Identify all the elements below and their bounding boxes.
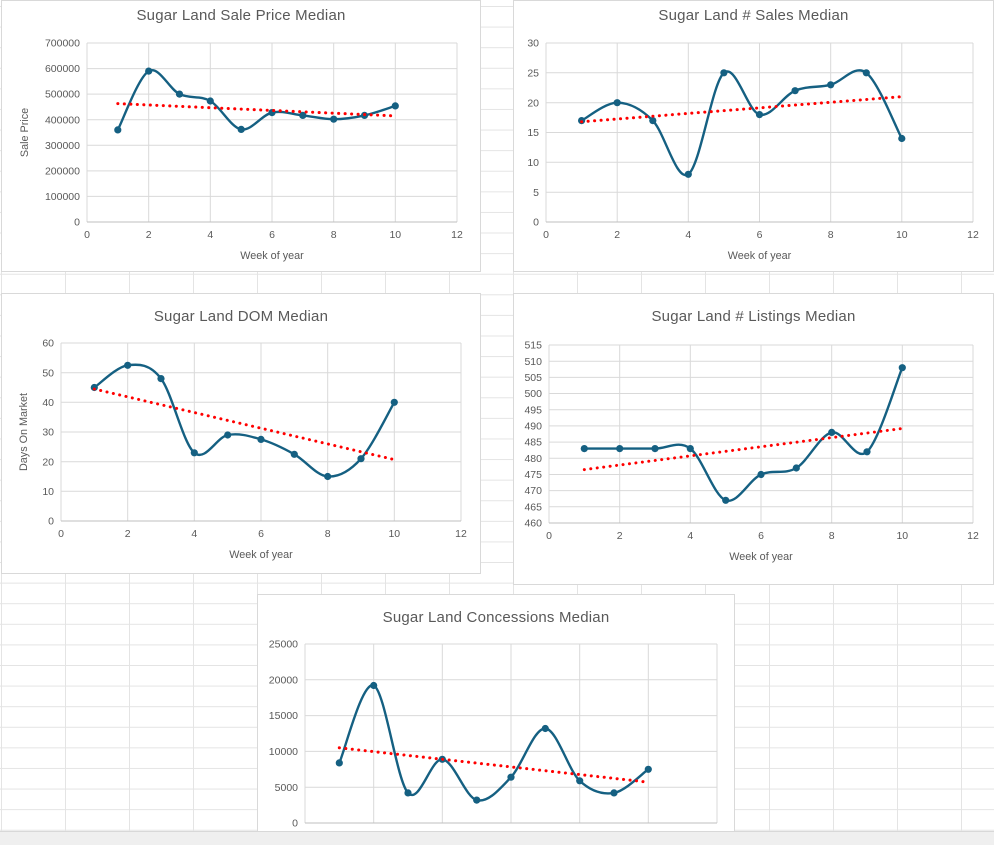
svg-text:0: 0 <box>546 530 552 542</box>
svg-text:12: 12 <box>967 229 979 241</box>
svg-text:8: 8 <box>331 229 337 241</box>
svg-text:600000: 600000 <box>45 63 80 75</box>
svg-text:100000: 100000 <box>45 191 80 203</box>
svg-text:5: 5 <box>533 187 539 199</box>
svg-text:10: 10 <box>388 528 400 540</box>
svg-text:25000: 25000 <box>269 639 298 651</box>
chart-plot-area: 460 465 470 475 480 485 490 495 500 505 510 515 0 2 4 6… <box>524 340 979 563</box>
svg-text:12: 12 <box>455 528 467 540</box>
svg-text:4: 4 <box>685 229 691 241</box>
svg-text:0: 0 <box>84 229 90 241</box>
svg-text:465: 465 <box>524 501 542 513</box>
svg-text:2: 2 <box>617 530 623 542</box>
svg-text:Week of year: Week of year <box>728 250 792 262</box>
chart-title: Sugar Land Concessions Median <box>382 609 610 626</box>
chart-concessions-median[interactable]: Sugar Land Concessions Median 0 5000 10000… <box>257 594 735 844</box>
chart-plot-area: 0 5 10 15 20 25 30 0 2 4 6 8 10 12 Week of year <box>527 38 979 262</box>
svg-text:12: 12 <box>967 530 979 542</box>
svg-text:10: 10 <box>527 157 539 169</box>
svg-text:2: 2 <box>146 229 152 241</box>
svg-text:475: 475 <box>524 469 542 481</box>
svg-text:2: 2 <box>614 229 620 241</box>
svg-text:500: 500 <box>524 388 542 400</box>
chart-dom-median[interactable]: Sugar Land DOM Median 0 10 20 30 40 50 60 0 2 4 6 8… <box>1 293 481 574</box>
svg-text:20: 20 <box>42 456 54 468</box>
svg-text:Week of year: Week of year <box>240 250 304 262</box>
svg-text:30: 30 <box>527 38 539 50</box>
svg-text:0: 0 <box>48 516 54 528</box>
chart-title: Sugar Land # Sales Median <box>658 7 849 24</box>
svg-text:300000: 300000 <box>45 140 80 152</box>
svg-text:12: 12 <box>451 229 463 241</box>
svg-text:0: 0 <box>58 528 64 540</box>
svg-text:510: 510 <box>524 356 542 368</box>
svg-text:6: 6 <box>258 528 264 540</box>
chart-title: Sugar Land Sale Price Median <box>136 7 346 24</box>
svg-text:Sale Price: Sale Price <box>19 108 31 157</box>
svg-text:700000: 700000 <box>45 38 80 50</box>
svg-text:Days On Market: Days On Market <box>18 393 30 471</box>
svg-text:6: 6 <box>757 229 763 241</box>
svg-text:400000: 400000 <box>45 114 80 126</box>
chart-num-sales-median[interactable]: Sugar Land # Sales Median 0 5 10 15 20 25 30 0 2… <box>513 0 994 272</box>
chart-sale-price-median[interactable]: Sugar Land Sale Price Median 0 100000 2000… <box>1 0 481 272</box>
svg-text:6: 6 <box>269 229 275 241</box>
svg-text:0: 0 <box>292 818 298 830</box>
svg-text:10000: 10000 <box>269 746 298 758</box>
svg-text:8: 8 <box>828 229 834 241</box>
chart-num-listings-median[interactable]: Sugar Land # Listings Median 460 465 470 47… <box>513 293 994 585</box>
svg-text:200000: 200000 <box>45 166 80 178</box>
chart-title: Sugar Land DOM Median <box>153 308 329 325</box>
svg-text:8: 8 <box>829 530 835 542</box>
svg-text:20000: 20000 <box>269 674 298 686</box>
chart-plot-area: 0 5000 10000 15000 20000 25000 <box>269 639 718 830</box>
svg-text:480: 480 <box>524 453 542 465</box>
svg-text:5000: 5000 <box>275 782 299 794</box>
svg-text:505: 505 <box>524 372 542 384</box>
svg-text:4: 4 <box>687 530 693 542</box>
svg-text:495: 495 <box>524 404 542 416</box>
svg-text:15: 15 <box>527 127 539 139</box>
svg-text:8: 8 <box>325 528 331 540</box>
svg-text:500000: 500000 <box>45 89 80 101</box>
svg-text:60: 60 <box>42 338 54 350</box>
svg-text:Week of year: Week of year <box>729 551 793 563</box>
svg-text:0: 0 <box>533 217 539 229</box>
svg-text:470: 470 <box>524 485 542 497</box>
svg-text:50: 50 <box>42 367 54 379</box>
svg-text:485: 485 <box>524 437 542 449</box>
svg-text:10: 10 <box>896 530 908 542</box>
svg-text:6: 6 <box>758 530 764 542</box>
svg-text:4: 4 <box>207 229 213 241</box>
svg-text:40: 40 <box>42 397 54 409</box>
svg-text:2: 2 <box>125 528 131 540</box>
chart-plot-area: 0 10 20 30 40 50 60 0 2 4 6 8 10 12 Week of year Days O… <box>18 338 467 561</box>
svg-text:25: 25 <box>527 67 539 79</box>
svg-text:460: 460 <box>524 518 542 530</box>
svg-text:490: 490 <box>524 421 542 433</box>
svg-text:10: 10 <box>389 229 401 241</box>
svg-text:20: 20 <box>527 97 539 109</box>
svg-text:4: 4 <box>191 528 197 540</box>
svg-text:Week of year: Week of year <box>229 549 293 561</box>
sheet-bottom-edge <box>0 831 994 845</box>
chart-plot-area: 0 100000 200000 300000 400000 500000 600000 700… <box>19 38 463 262</box>
svg-text:0: 0 <box>74 217 80 229</box>
chart-title: Sugar Land # Listings Median <box>651 308 856 325</box>
svg-text:30: 30 <box>42 427 54 439</box>
svg-text:10: 10 <box>42 486 54 498</box>
svg-text:10: 10 <box>896 229 908 241</box>
svg-text:0: 0 <box>543 229 549 241</box>
svg-text:15000: 15000 <box>269 710 298 722</box>
svg-text:515: 515 <box>524 340 542 352</box>
